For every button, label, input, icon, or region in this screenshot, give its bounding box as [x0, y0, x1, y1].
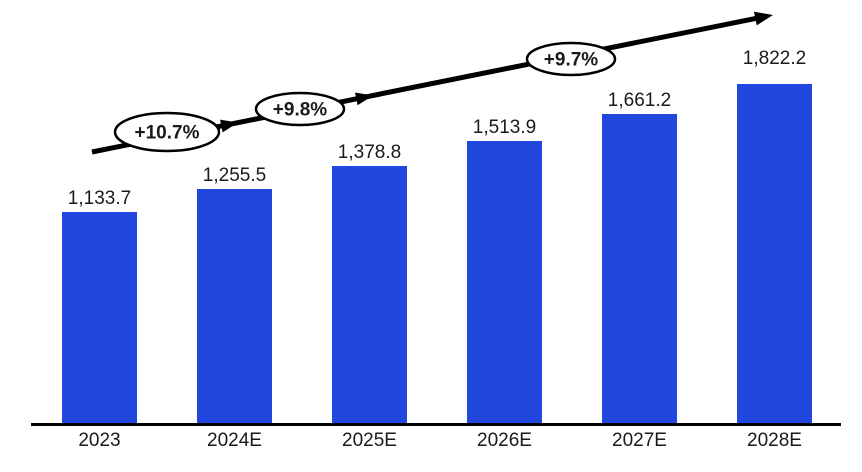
bar: [197, 189, 272, 423]
bar-value-label: 1,513.9: [472, 117, 537, 139]
x-axis-label: 2024E: [207, 430, 262, 451]
bar: [62, 212, 137, 423]
x-axis-label: 2023: [78, 430, 121, 451]
growth-rate-label: +10.7%: [135, 123, 200, 144]
bar: [467, 141, 542, 423]
bar-value-label: 1,661.2: [607, 89, 672, 111]
x-axis-line: [31, 423, 841, 426]
mid-arrowhead-icon: [355, 92, 373, 106]
x-axis-label: 2028E: [747, 430, 802, 451]
bar-value-label: 1,378.8: [337, 142, 402, 164]
end-arrowhead-icon: [753, 11, 773, 26]
x-axis-label: 2025E: [342, 430, 397, 451]
mid-arrowhead-icon: [220, 119, 238, 133]
x-axis-label: 2027E: [612, 430, 667, 451]
bar-value-label: 1,822.2: [742, 47, 807, 69]
growth-ellipse: [254, 91, 346, 127]
bar: [602, 113, 677, 423]
bar-value-label: 1,255.5: [202, 165, 267, 187]
growth-ellipse: [113, 111, 221, 153]
bar: [737, 83, 812, 423]
x-axis-label: 2026E: [477, 430, 532, 451]
bar: [332, 166, 407, 423]
growth-ellipse: [525, 41, 617, 77]
growth-rate-label: +9.8%: [273, 100, 328, 121]
growth-rate-label: +9.7%: [544, 50, 599, 71]
bar-value-label: 1,133.7: [67, 188, 132, 210]
